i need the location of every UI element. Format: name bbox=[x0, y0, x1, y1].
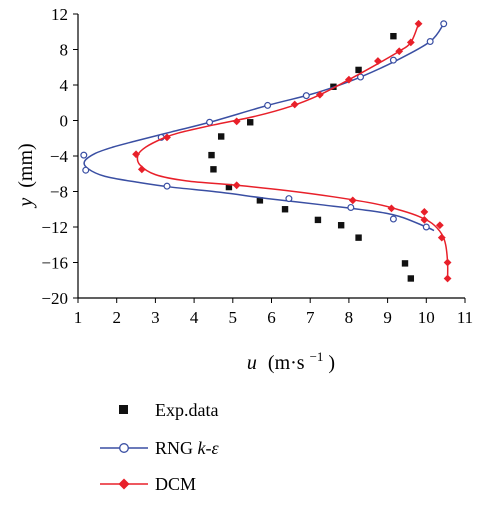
data-point-exp bbox=[390, 32, 397, 40]
data-point-dcm bbox=[437, 233, 446, 242]
legend-label-exp: Exp.data bbox=[155, 400, 218, 420]
data-point-exp bbox=[281, 206, 289, 213]
x-tick-label: 5 bbox=[229, 308, 238, 327]
y-tick-label: 0 bbox=[60, 112, 69, 131]
data-point-dcm bbox=[420, 208, 429, 216]
data-point-exp bbox=[208, 151, 215, 159]
data-point-dcm bbox=[374, 57, 382, 65]
data-point-dcm bbox=[137, 165, 146, 174]
x-tick-label: 6 bbox=[267, 308, 276, 327]
legend-label-rng: RNG k-ε bbox=[155, 438, 220, 458]
data-point-rng bbox=[302, 92, 310, 100]
data-point-rng bbox=[80, 151, 88, 159]
x-tick-label: 2 bbox=[112, 308, 121, 327]
legend-item-dcm: DCM bbox=[100, 474, 196, 494]
series-line-rng bbox=[83, 23, 445, 232]
data-point-rng bbox=[163, 182, 171, 190]
data-point-exp bbox=[337, 222, 345, 229]
data-point-dcm bbox=[290, 100, 299, 109]
legend-square-marker bbox=[119, 405, 128, 414]
x-tick-label: 3 bbox=[151, 308, 160, 327]
data-point-rng bbox=[422, 223, 430, 231]
x-tick-label: 8 bbox=[345, 308, 354, 327]
y-axis-label: y (mm) bbox=[15, 143, 37, 208]
data-point-dcm bbox=[435, 221, 444, 230]
y-tick-label: 12 bbox=[51, 5, 68, 24]
data-point-rng bbox=[347, 203, 355, 211]
data-point-rng bbox=[389, 215, 397, 223]
x-tick-label: 1 bbox=[74, 308, 83, 327]
data-point-rng bbox=[440, 20, 448, 28]
y-tick-label: −20 bbox=[41, 289, 68, 308]
data-point-dcm bbox=[345, 75, 353, 84]
data-point-rng bbox=[264, 101, 272, 109]
x-tick-label: 9 bbox=[383, 308, 392, 327]
data-point-exp bbox=[407, 275, 415, 282]
y-tick-label: −12 bbox=[41, 218, 68, 237]
y-tick-label: 4 bbox=[60, 76, 69, 95]
x-tick-label: 4 bbox=[190, 308, 199, 327]
y-tick-label: −8 bbox=[50, 183, 68, 202]
data-point-dcm bbox=[315, 90, 324, 99]
x-axis-label: u (m·s −1 ) bbox=[247, 344, 335, 374]
data-point-dcm bbox=[163, 133, 171, 142]
data-point-exp bbox=[247, 119, 254, 126]
data-point-exp bbox=[256, 197, 264, 204]
x-axis-variable: u bbox=[247, 352, 257, 374]
data-point-exp bbox=[210, 166, 217, 173]
legend-rng-eps: ε bbox=[212, 438, 220, 458]
x-axis-unit: (m·s bbox=[268, 352, 305, 374]
legend-item-exp: Exp.data bbox=[119, 400, 218, 420]
data-point-dcm bbox=[443, 274, 452, 283]
y-tick-label: −4 bbox=[50, 147, 69, 166]
data-point-exp bbox=[355, 66, 362, 74]
series-line-dcm bbox=[136, 23, 449, 279]
legend-rng-dash: - bbox=[206, 438, 212, 458]
data-point-dcm bbox=[232, 181, 241, 190]
data-point-dcm bbox=[348, 196, 357, 205]
legend-rng-prefix: RNG bbox=[155, 438, 198, 458]
legend: Exp.data RNG k-ε DCM bbox=[100, 400, 220, 494]
legend-item-rng: RNG k-ε bbox=[100, 438, 220, 458]
x-axis-unit-close: ) bbox=[328, 352, 335, 374]
x-tick-label: 11 bbox=[457, 308, 473, 327]
data-point-exp bbox=[314, 216, 322, 224]
data-point-dcm bbox=[232, 117, 241, 126]
data-point-exp bbox=[217, 133, 225, 140]
data-point-dcm bbox=[395, 47, 404, 56]
data-point-rng bbox=[285, 195, 293, 203]
legend-label-dcm: DCM bbox=[155, 474, 196, 494]
data-point-dcm bbox=[420, 216, 429, 224]
data-point-dcm bbox=[414, 19, 423, 28]
x-tick-label: 10 bbox=[418, 308, 435, 327]
data-point-rng bbox=[389, 56, 397, 64]
y-axis-variable: y bbox=[15, 198, 37, 209]
y-tick-label: 8 bbox=[60, 41, 69, 60]
y-axis-unit: (mm) bbox=[15, 143, 37, 187]
legend-rng-k: k bbox=[198, 438, 207, 458]
data-point-dcm bbox=[443, 258, 452, 267]
data-point-rng bbox=[426, 38, 434, 46]
data-point-exp bbox=[401, 260, 409, 267]
x-axis-unit-exponent: −1 bbox=[310, 349, 324, 364]
legend-circle-marker bbox=[119, 443, 129, 453]
data-point-dcm bbox=[387, 204, 396, 213]
data-point-rng bbox=[82, 166, 90, 174]
data-point-dcm bbox=[132, 150, 140, 159]
data-point-exp bbox=[355, 234, 362, 241]
data-point-dcm bbox=[406, 38, 415, 47]
data-point-rng bbox=[206, 118, 214, 126]
legend-diamond-marker bbox=[118, 478, 130, 490]
x-tick-label: 7 bbox=[306, 308, 315, 327]
data-point-exp bbox=[225, 183, 233, 191]
y-tick-label: −16 bbox=[41, 254, 68, 273]
